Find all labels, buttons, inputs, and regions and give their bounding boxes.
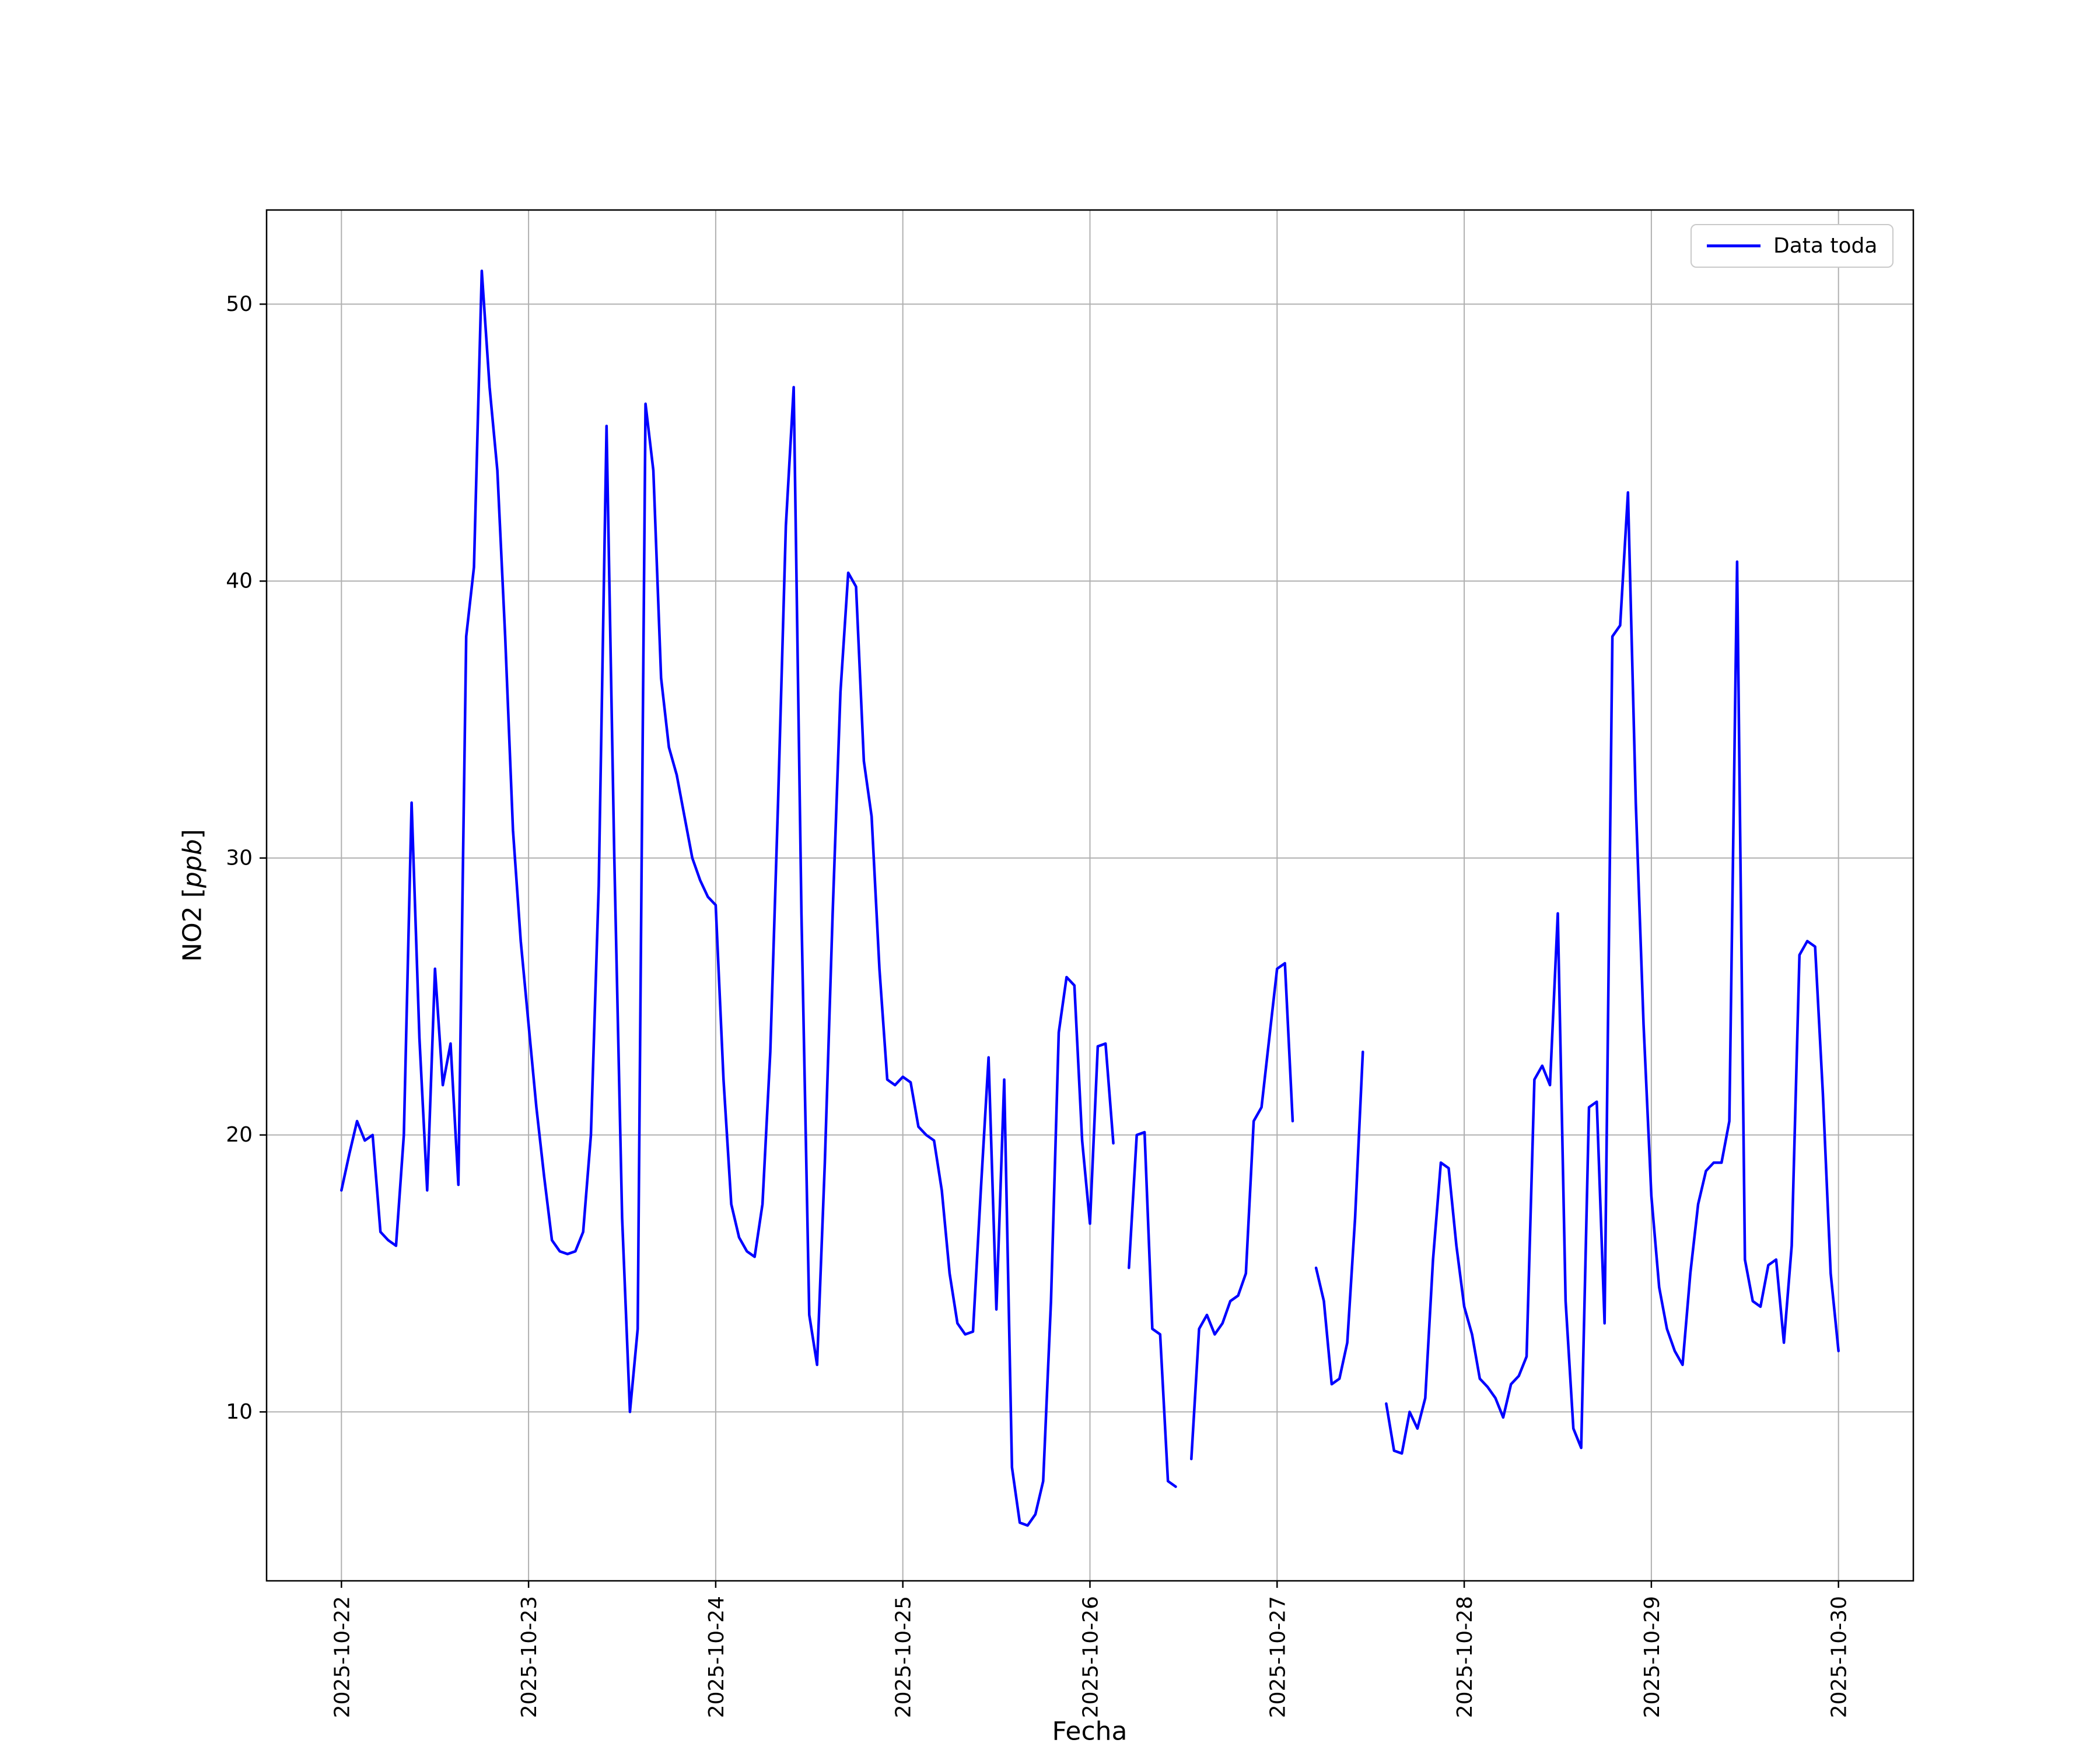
svg-text:2025-10-24: 2025-10-24 <box>705 1596 729 1718</box>
svg-text:2025-10-22: 2025-10-22 <box>330 1596 354 1718</box>
y-axis-label-suffix: ] <box>177 829 208 839</box>
svg-text:2025-10-27: 2025-10-27 <box>1266 1596 1290 1718</box>
svg-text:50: 50 <box>226 292 253 316</box>
legend-line-swatch <box>1707 244 1760 247</box>
svg-text:2025-10-26: 2025-10-26 <box>1079 1596 1103 1718</box>
svg-text:2025-10-30: 2025-10-30 <box>1828 1596 1852 1718</box>
legend-label: Data toda <box>1773 234 1878 258</box>
svg-text:40: 40 <box>226 569 253 593</box>
svg-text:2025-10-28: 2025-10-28 <box>1453 1596 1477 1718</box>
y-axis-label-unit: ppb <box>177 839 208 888</box>
svg-text:2025-10-25: 2025-10-25 <box>892 1596 916 1718</box>
svg-text:30: 30 <box>226 846 253 870</box>
y-axis-label: NO2 [ppb] <box>178 829 208 962</box>
svg-text:10: 10 <box>226 1400 253 1424</box>
legend: Data toda <box>1690 224 1894 268</box>
svg-text:20: 20 <box>226 1123 253 1147</box>
svg-text:2025-10-29: 2025-10-29 <box>1640 1596 1664 1718</box>
x-axis-label: Fecha <box>1052 1716 1128 1746</box>
y-axis-label-prefix: NO2 [ <box>177 888 208 962</box>
svg-text:2025-10-23: 2025-10-23 <box>517 1596 541 1718</box>
